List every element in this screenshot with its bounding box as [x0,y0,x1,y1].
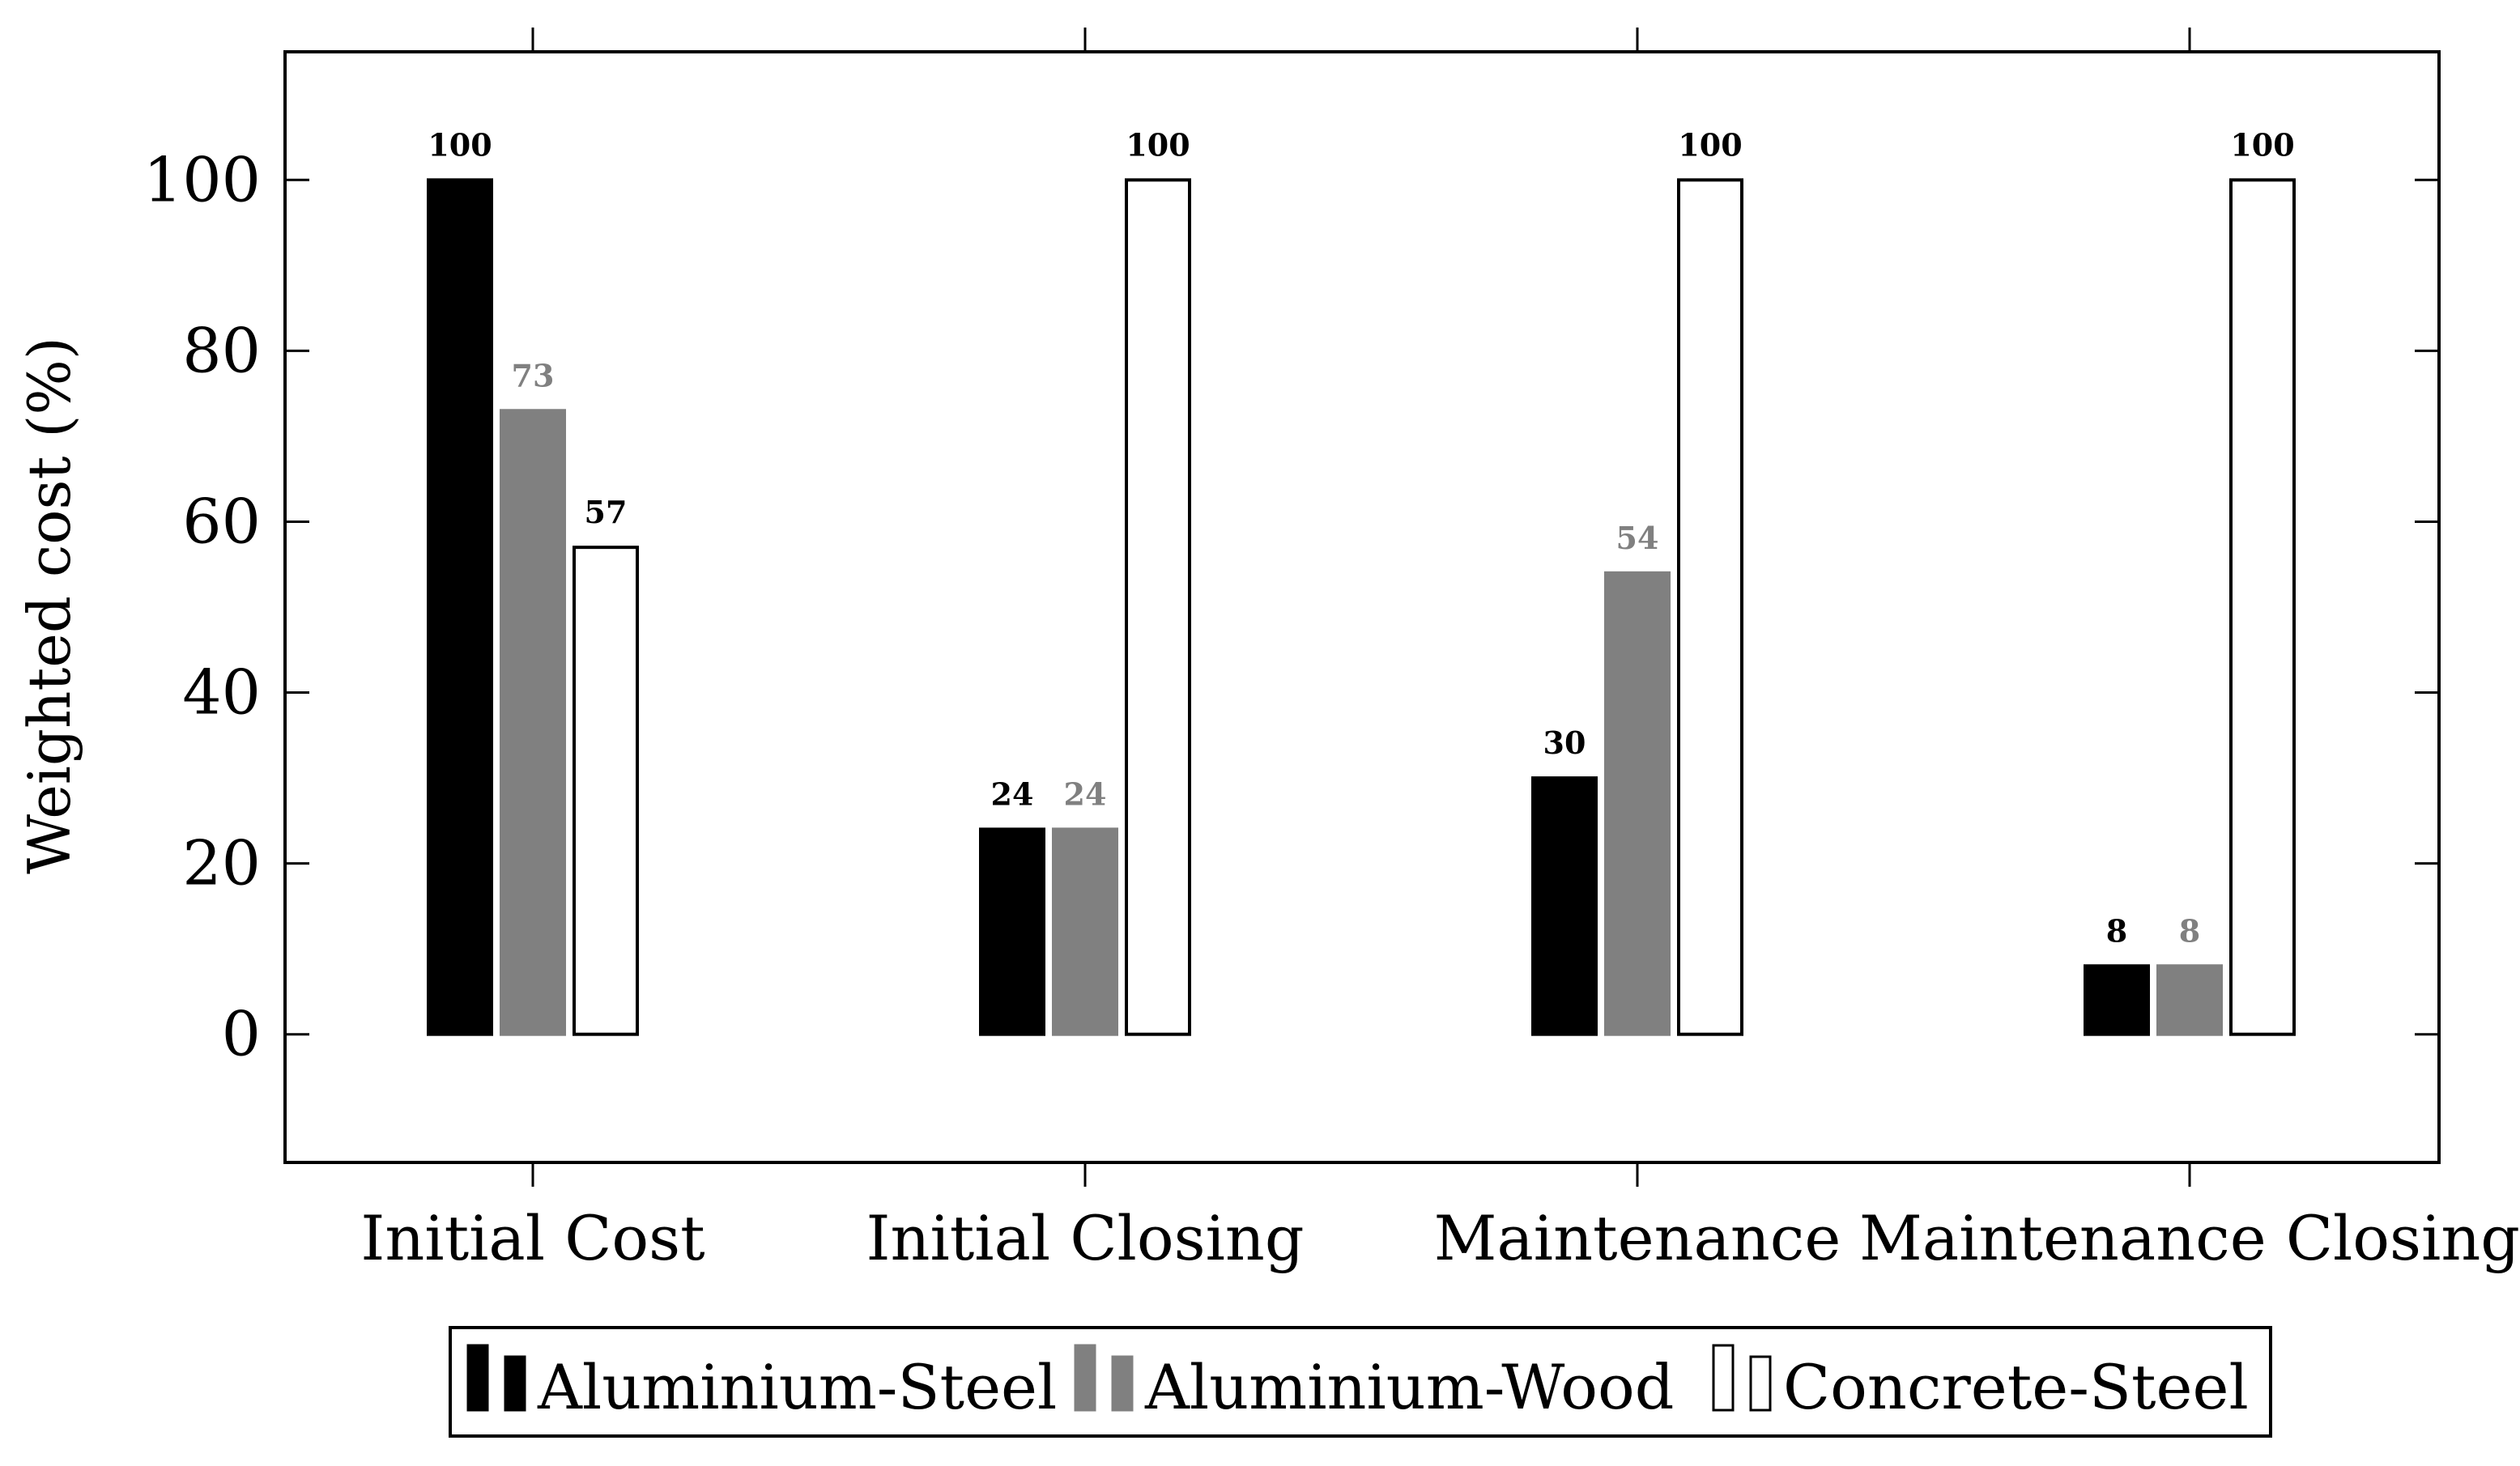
legend-swatch [466,1344,489,1412]
x-tick-label: Initial Cost [360,1202,704,1274]
data-label: 24 [1064,775,1107,812]
legend-label: Aluminium-Wood [1144,1351,1674,1423]
bar [2156,964,2223,1036]
x-axis: Initial Cost Initial Closing Maintenance Ma… [360,28,2520,1274]
bar [2229,178,2296,1036]
data-label: 24 [991,775,1034,812]
y-tick-label: 0 [222,998,261,1070]
plot-frame [283,50,2441,1164]
legend-swatch [1074,1344,1096,1412]
legend-swatch [504,1355,526,1412]
bar [427,178,493,1036]
legend-box [449,1326,2272,1438]
value-labels: 100 24 30 8 73 24 54 8 57 100 100 100 [428,126,2294,949]
bars [427,178,2296,1036]
bar [1125,178,1191,1036]
y-tick-label: 20 [182,827,261,899]
plot-frame-rect [283,50,2441,1164]
data-label: 100 [2230,126,2294,163]
data-label: 100 [428,126,492,163]
y-tick-label: 60 [182,485,261,557]
bar [573,546,639,1036]
bar [1531,776,1598,1036]
data-label: 54 [1616,520,1659,556]
legend: Aluminium-Steel Aluminium-Wood Concrete-St… [449,1326,2272,1438]
bar [500,409,566,1036]
data-label: 100 [1678,126,1742,163]
bar [1052,827,1118,1036]
data-label: 8 [2179,912,2200,949]
data-label: 8 [2106,912,2127,949]
bar [1677,178,1743,1036]
data-label: 73 [512,357,555,393]
y-axis-title: Weighted cost (%) [15,337,83,874]
bar [2084,964,2150,1036]
y-tick-label: 40 [182,657,261,729]
data-label: 30 [1543,725,1586,761]
legend-label: Aluminium-Steel [537,1351,1057,1423]
legend-swatch [1749,1355,1772,1412]
y-axis: 0 20 40 60 80 100 [143,143,2439,1070]
bar [979,827,1045,1036]
y-tick-label: 80 [182,314,261,386]
x-tick-label: Initial Closing [866,1202,1304,1274]
bar [1604,571,1671,1036]
legend-swatch [1712,1344,1735,1412]
x-tick-label: Maintenance Closing [1859,1202,2520,1274]
data-label: 100 [1126,126,1190,163]
legend-label: Concrete-Steel [1783,1351,2249,1423]
x-tick-label: Maintenance [1434,1202,1841,1274]
data-label: 57 [585,494,628,530]
legend-swatch [1111,1355,1134,1412]
y-tick-label: 100 [143,143,261,215]
